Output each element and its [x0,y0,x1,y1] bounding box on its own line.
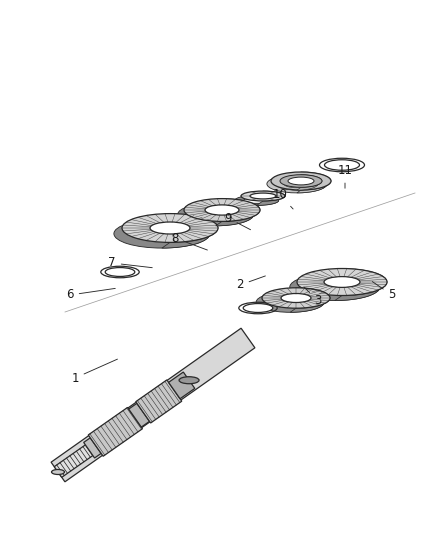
Text: 1: 1 [71,359,117,384]
Ellipse shape [179,377,199,384]
Polygon shape [84,438,101,458]
Polygon shape [169,372,195,399]
Text: 11: 11 [338,165,353,188]
Polygon shape [297,175,322,190]
Polygon shape [290,288,330,312]
Ellipse shape [288,177,314,185]
Ellipse shape [178,203,254,226]
Ellipse shape [324,277,360,287]
Ellipse shape [267,175,327,193]
Ellipse shape [243,304,273,312]
Ellipse shape [275,297,305,306]
Polygon shape [51,328,255,482]
Ellipse shape [205,205,239,215]
Text: 9: 9 [224,212,251,230]
Polygon shape [215,199,260,226]
Ellipse shape [241,191,285,201]
Ellipse shape [150,222,190,234]
Ellipse shape [244,198,270,204]
Ellipse shape [142,228,182,240]
Polygon shape [136,380,182,423]
Polygon shape [129,403,149,427]
Ellipse shape [290,273,380,301]
Polygon shape [257,191,285,205]
Ellipse shape [262,288,330,308]
Polygon shape [54,445,93,478]
Ellipse shape [276,177,318,190]
Ellipse shape [325,160,360,170]
Ellipse shape [288,177,314,185]
Polygon shape [297,172,331,193]
Ellipse shape [317,281,353,293]
Text: 7: 7 [108,256,152,270]
Text: 2: 2 [236,276,265,292]
Ellipse shape [235,196,279,205]
Ellipse shape [284,180,310,188]
Text: 6: 6 [66,288,115,302]
Ellipse shape [280,175,322,187]
Ellipse shape [256,292,324,312]
Text: 8: 8 [171,231,208,250]
Polygon shape [88,407,142,456]
Ellipse shape [114,219,210,248]
Ellipse shape [284,180,310,188]
Text: 10: 10 [272,189,293,209]
Ellipse shape [281,294,311,303]
Ellipse shape [184,199,260,221]
Ellipse shape [105,268,135,277]
Ellipse shape [52,470,64,474]
Ellipse shape [199,209,233,220]
Ellipse shape [122,214,218,243]
Ellipse shape [271,172,331,190]
Text: 5: 5 [372,281,396,302]
Polygon shape [335,269,387,301]
Polygon shape [162,214,218,248]
Ellipse shape [297,269,387,295]
Text: 3: 3 [304,287,321,308]
Ellipse shape [250,193,276,199]
